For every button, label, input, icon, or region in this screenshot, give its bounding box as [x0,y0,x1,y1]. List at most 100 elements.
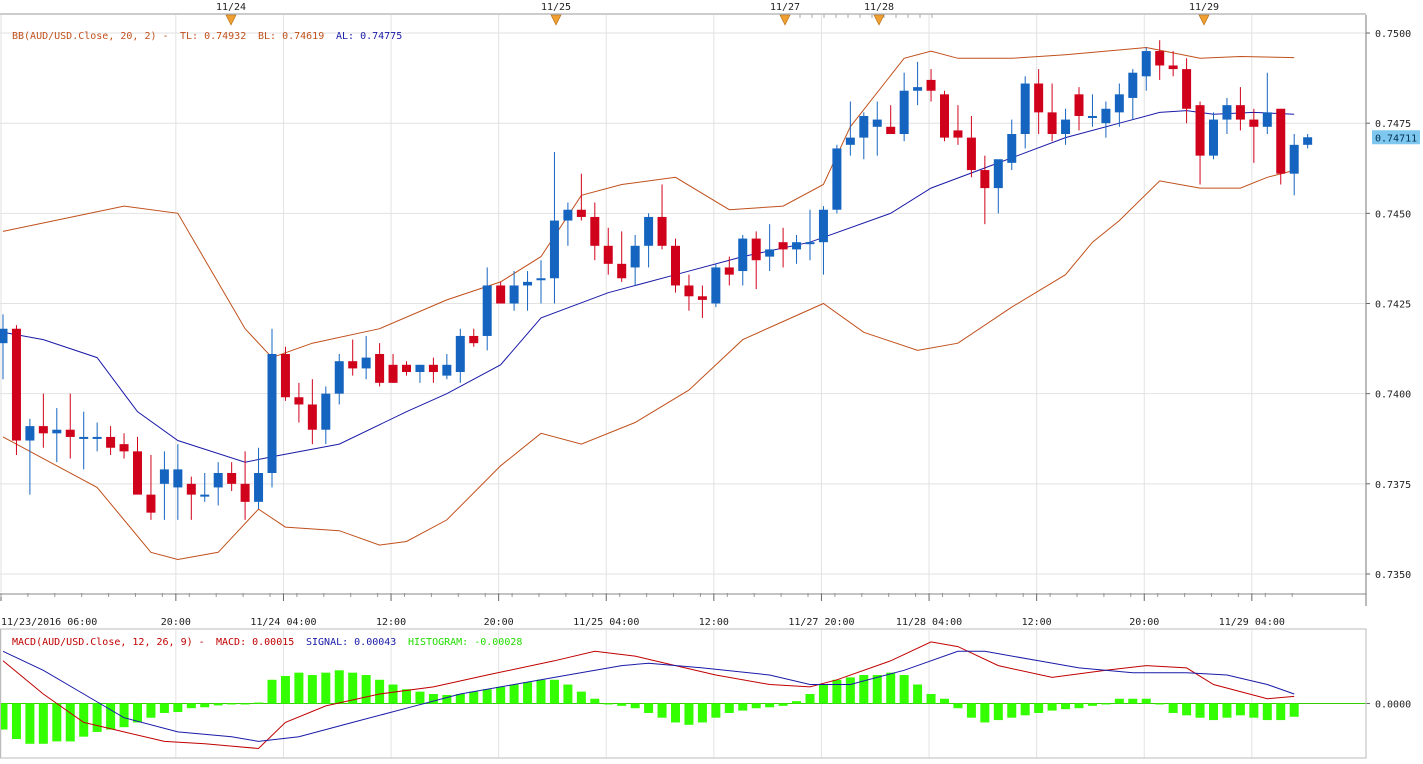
candle-body [1047,112,1057,135]
top-date-label: 11/29 [1189,2,1219,13]
price-axis-label: 0.7400 [1375,390,1411,401]
bb-legend-bl: BL: 0.74619 [258,31,324,42]
macd-histogram-bar [1020,703,1030,716]
macd-histogram-bar [375,679,385,704]
macd-histogram-bar [348,672,358,704]
bb-legend-tl: TL: 0.74932 [180,31,246,42]
candle-body [792,242,802,250]
top-date-label: 11/25 [541,2,571,13]
candle-body [348,361,358,369]
candle-body [966,137,976,171]
candle-body [1249,119,1259,127]
macd-histogram-bar [1114,698,1124,704]
macd-histogram-bar [872,675,882,704]
current-price-label: 0.74711 [1375,133,1417,144]
macd-histogram-bar [590,698,600,704]
macd-histogram-bar [402,689,411,704]
time-axis-label: 11/23/2016 06:00 [1,617,97,628]
candle-body [415,364,425,373]
macd-histogram-bar [79,703,89,737]
candle-body [428,364,438,373]
candle-body [778,242,788,250]
candle-body [1074,94,1084,116]
candle-body [119,444,129,452]
candle-body [1061,119,1071,135]
candle-body [684,285,694,297]
candle-body [482,285,492,336]
candle-body [240,483,250,502]
time-axis-label: 11/25 04:00 [573,617,639,628]
macd-histogram-bar [240,703,250,705]
candle-body [738,238,748,272]
price-axis-label: 0.7375 [1375,480,1411,491]
macd-histogram-bar [361,675,371,704]
candle-body [280,353,290,398]
candle-body [1020,83,1030,135]
macd-histogram-bar [25,703,35,744]
candle-body [173,469,183,488]
price-axis-label: 0.7500 [1375,29,1411,40]
macd-histogram-bar [899,675,909,704]
macd-histogram-bar [765,703,775,708]
macd-line [2,641,1295,750]
time-axis-label: 12:00 [1022,617,1052,628]
price-axis-label: 0.7350 [1375,570,1411,581]
macd-histogram-bar [254,702,264,704]
candle-body [38,426,48,434]
macd-histogram-bar [913,684,923,704]
bb-lower-band [2,169,1295,561]
macd-histogram-bar [482,689,492,704]
macd-histogram-bar [644,703,654,713]
candle-body [845,137,855,145]
candle-body [563,209,573,221]
macd-histogram-bar [1289,703,1299,717]
macd-histogram-bar [832,679,842,704]
candle-body [926,79,936,91]
macd-histogram-bar [267,679,277,704]
candle-body [200,494,210,497]
candle-body [469,335,479,344]
candle-body [1289,144,1299,174]
macd-histogram-bar [603,703,613,705]
macd-histogram-bar [684,703,694,725]
macd-histogram-bar [980,703,990,723]
macd-histogram-bar [65,703,75,742]
macd-histogram-bar [388,684,398,704]
candle-body [953,130,963,138]
macd-histogram-bar [200,703,210,708]
candle-body [859,115,869,138]
candle-body [805,242,815,245]
macd-histogram-bar [926,694,936,704]
candle-body [334,361,344,394]
macd-histogram-bar [1007,703,1017,718]
macd-histogram-bar [469,691,479,704]
candle-body [536,278,546,281]
candle-body [549,220,559,279]
candle-body [630,245,640,268]
candle-body [1007,134,1017,163]
candle-body [872,119,882,127]
top-date-label: 11/27 [770,2,800,13]
candle-body [751,238,761,261]
time-axis-label: 20:00 [484,617,514,628]
macd-histogram-bar [724,703,734,713]
macd-histogram-bar [455,694,465,704]
candle-body [227,472,237,484]
candle-body [993,159,1003,189]
macd-axis-label: 0.0000 [1375,699,1411,710]
time-axis-label: 11/24 04:00 [250,617,316,628]
candle-body [1195,105,1205,156]
candle-body [159,469,169,484]
candle-body [1128,72,1138,98]
bb-legend-name: BB(AUD/USD.Close, 20, 2) - [12,31,169,42]
candle-body [1114,94,1124,113]
macd-histogram-bar [0,703,8,730]
price-axis-label: 0.7425 [1375,300,1411,311]
time-axis-label: 20:00 [1129,617,1159,628]
candle-body [671,245,680,286]
candle-body [106,436,116,448]
candle-body [92,436,102,439]
candle-body [576,209,586,217]
candle-body [1034,83,1044,113]
